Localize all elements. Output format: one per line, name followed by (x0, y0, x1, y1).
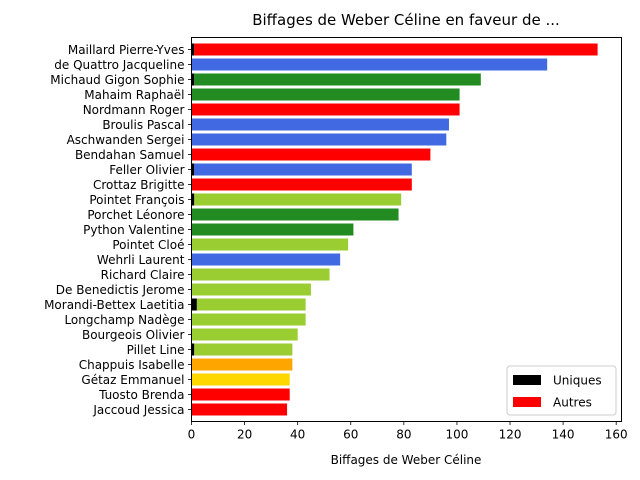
y-tick-label: Michaud Gigon Sophie (50, 73, 184, 87)
y-tick-label: Broulis Pascal (102, 118, 184, 132)
chart-title: Biffages de Weber Céline en faveur de ..… (252, 11, 560, 29)
bar-autres (191, 178, 412, 191)
bar-autres (191, 133, 447, 146)
y-tick-label: De Benedictis Jerome (56, 283, 185, 297)
y-tick-label: Richard Claire (101, 268, 185, 282)
bar-autres (191, 88, 460, 101)
legend-label: Uniques (553, 374, 602, 388)
x-axis: 0 20 40 60 80 100 120 140 160 (188, 421, 628, 442)
y-tick-label: Bourgeois Olivier (82, 328, 185, 342)
y-tick-label: Nordmann Roger (83, 103, 185, 117)
y-tick-label: Python Valentine (83, 223, 184, 237)
y-tick-label: Tuosto Brenda (98, 388, 184, 402)
y-tick-label: Pillet Line (127, 343, 185, 357)
bar-uniques (191, 193, 195, 206)
bar-autres (191, 253, 341, 266)
y-tick-label: Pointet Cloé (112, 238, 184, 252)
y-tick-label: Porchet Léonore (87, 208, 184, 222)
bar-autres (194, 43, 598, 56)
bar-autres (191, 58, 548, 71)
y-tick-label: Wehrli Laurent (97, 253, 185, 267)
bar-autres (191, 268, 330, 281)
bar-autres (191, 223, 354, 236)
bar-autres (191, 388, 290, 401)
bar-uniques (191, 43, 195, 56)
bar-autres (191, 403, 288, 416)
y-tick-label: Jaccoud Jessica (92, 403, 184, 417)
bar-uniques (191, 343, 195, 356)
legend-label: Autres (553, 396, 592, 410)
y-tick-label: Mahaim Raphaël (84, 88, 184, 102)
bar-autres (191, 373, 290, 386)
x-tick-label: 0 (188, 428, 196, 442)
bar-uniques (191, 298, 197, 311)
bar-autres (191, 118, 449, 131)
x-axis-label: Biffages de Weber Céline (331, 453, 482, 467)
x-tick-label: 80 (396, 428, 411, 442)
bar-autres (194, 343, 293, 356)
y-tick-label: Longchamp Nadège (64, 313, 184, 327)
y-tick-label: Feller Olivier (109, 163, 184, 177)
x-tick-label: 40 (290, 428, 305, 442)
x-tick-label: 140 (552, 428, 575, 442)
bar-autres (191, 283, 311, 296)
bar-autres (191, 328, 298, 341)
y-tick-label: Morandi-Bettex Laetitia (44, 298, 184, 312)
bar-autres (191, 358, 293, 371)
bar-autres (191, 313, 306, 326)
legend: Uniques Autres (506, 365, 617, 416)
y-tick-label: Chappuis Isabelle (79, 358, 185, 372)
bar-uniques (191, 163, 195, 176)
y-tick-label: Crottaz Brigitte (93, 178, 185, 192)
y-tick-label: Pointet François (89, 193, 184, 207)
y-tick-label: Aschwanden Sergei (67, 133, 185, 147)
bars-group (191, 43, 598, 416)
x-tick-label: 60 (343, 428, 358, 442)
bar-autres (191, 103, 460, 116)
x-tick-label: 120 (499, 428, 522, 442)
legend-swatch (513, 375, 541, 385)
y-tick-label: Gétaz Emmanuel (81, 373, 184, 387)
x-tick-label: 100 (445, 428, 468, 442)
y-tick-label: Maillard Pierre-Yves (68, 43, 185, 57)
x-tick-label: 160 (605, 428, 628, 442)
bar-uniques (191, 73, 195, 86)
x-tick-label: 20 (237, 428, 252, 442)
bar-autres (191, 148, 431, 161)
bar-autres (191, 208, 399, 221)
legend-swatch (513, 397, 541, 407)
bar-autres (191, 238, 349, 251)
bar-autres (194, 193, 402, 206)
bar-autres (194, 73, 481, 86)
y-tick-label: Bendahan Samuel (75, 148, 185, 162)
bar-autres (194, 163, 412, 176)
plot-frame (191, 37, 622, 422)
y-tick-label: de Quattro Jacqueline (54, 58, 184, 72)
bar-autres (196, 298, 306, 311)
